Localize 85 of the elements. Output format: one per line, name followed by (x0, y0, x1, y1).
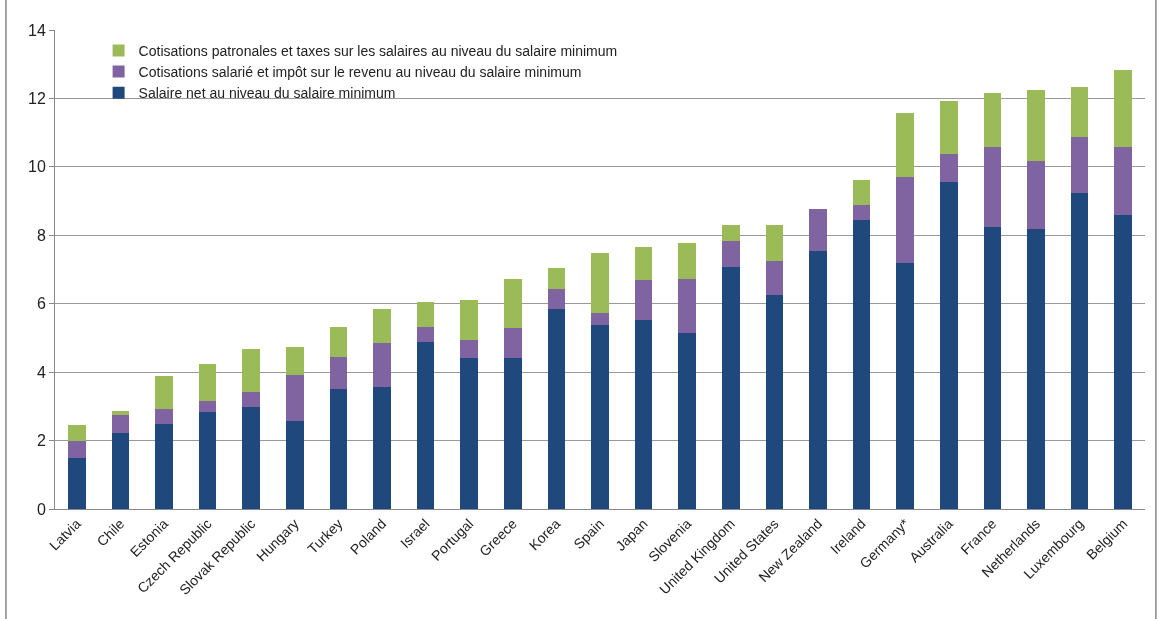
bar (1114, 147, 1132, 216)
bar (591, 324, 609, 509)
bar (460, 357, 478, 509)
bar (198, 400, 217, 413)
bar (852, 205, 871, 221)
bar (634, 246, 653, 281)
bar (504, 278, 522, 329)
bar (286, 374, 304, 422)
bar (809, 208, 827, 251)
bar (286, 421, 304, 509)
bar (1027, 89, 1045, 161)
bar (765, 295, 784, 509)
bar (373, 342, 391, 387)
bar (896, 177, 914, 263)
bar (373, 386, 391, 509)
bar (983, 92, 1002, 148)
bar (591, 312, 609, 325)
y-tick-label: 8 (36, 226, 46, 244)
bar (68, 424, 86, 441)
bar (940, 100, 958, 154)
bar (155, 409, 173, 425)
y-tick-label: 2 (36, 432, 46, 450)
bar (111, 415, 130, 434)
bar (198, 412, 217, 509)
bar (504, 357, 522, 509)
bar (678, 332, 696, 509)
bar (111, 433, 130, 509)
bar (896, 113, 914, 178)
bar (504, 328, 522, 358)
bar (1070, 137, 1089, 193)
bar (678, 279, 696, 333)
bar (634, 319, 653, 509)
bar (809, 250, 827, 509)
bar (722, 224, 740, 241)
bar (416, 342, 435, 509)
bar (460, 340, 478, 358)
bar (852, 220, 871, 509)
bar (286, 346, 304, 375)
bar (460, 300, 478, 341)
y-tick-label: 4 (36, 363, 46, 381)
bar (242, 391, 260, 408)
bar (634, 280, 653, 320)
bar (1114, 70, 1132, 148)
bar (416, 327, 435, 343)
bar (373, 309, 391, 343)
bar (1070, 87, 1089, 138)
bar (68, 458, 86, 509)
bar (416, 302, 435, 328)
bar (155, 375, 173, 410)
y-tick-label: 10 (28, 158, 46, 176)
bar (591, 253, 609, 313)
bar (765, 260, 784, 296)
bar (155, 424, 173, 509)
bar (198, 363, 217, 401)
y-tick-label: 6 (36, 295, 46, 313)
bar (852, 179, 871, 206)
legend-label: Cotisations salarié et impôt sur le revenu au niveau du salaire minimum (138, 64, 582, 81)
bar (896, 262, 914, 509)
bar (1027, 229, 1045, 509)
bar (329, 326, 348, 358)
y-tick-label: 14 (28, 21, 46, 39)
bar (940, 182, 958, 509)
bar (983, 227, 1002, 509)
bar (1027, 160, 1045, 230)
bar (547, 267, 566, 290)
legend-label: Salaire net au niveau du salaire minimum (138, 85, 396, 102)
bar (983, 147, 1002, 228)
bar (68, 440, 86, 459)
bar (329, 389, 348, 509)
bar (722, 240, 740, 268)
legend-label: Cotisations patronales et taxes sur les salaires au niveau du salaire minimum (138, 42, 618, 59)
bar (765, 224, 784, 261)
bar (111, 411, 130, 416)
y-tick-label: 12 (28, 90, 46, 108)
bar (242, 407, 260, 509)
bar (1114, 215, 1132, 509)
bar (678, 243, 696, 280)
y-tick-label: 0 (36, 500, 46, 518)
bar (940, 153, 958, 183)
bar (722, 267, 740, 509)
bar (1070, 192, 1089, 509)
bar (329, 357, 348, 390)
bar (547, 309, 566, 509)
bar (242, 348, 260, 392)
bar (547, 289, 566, 310)
